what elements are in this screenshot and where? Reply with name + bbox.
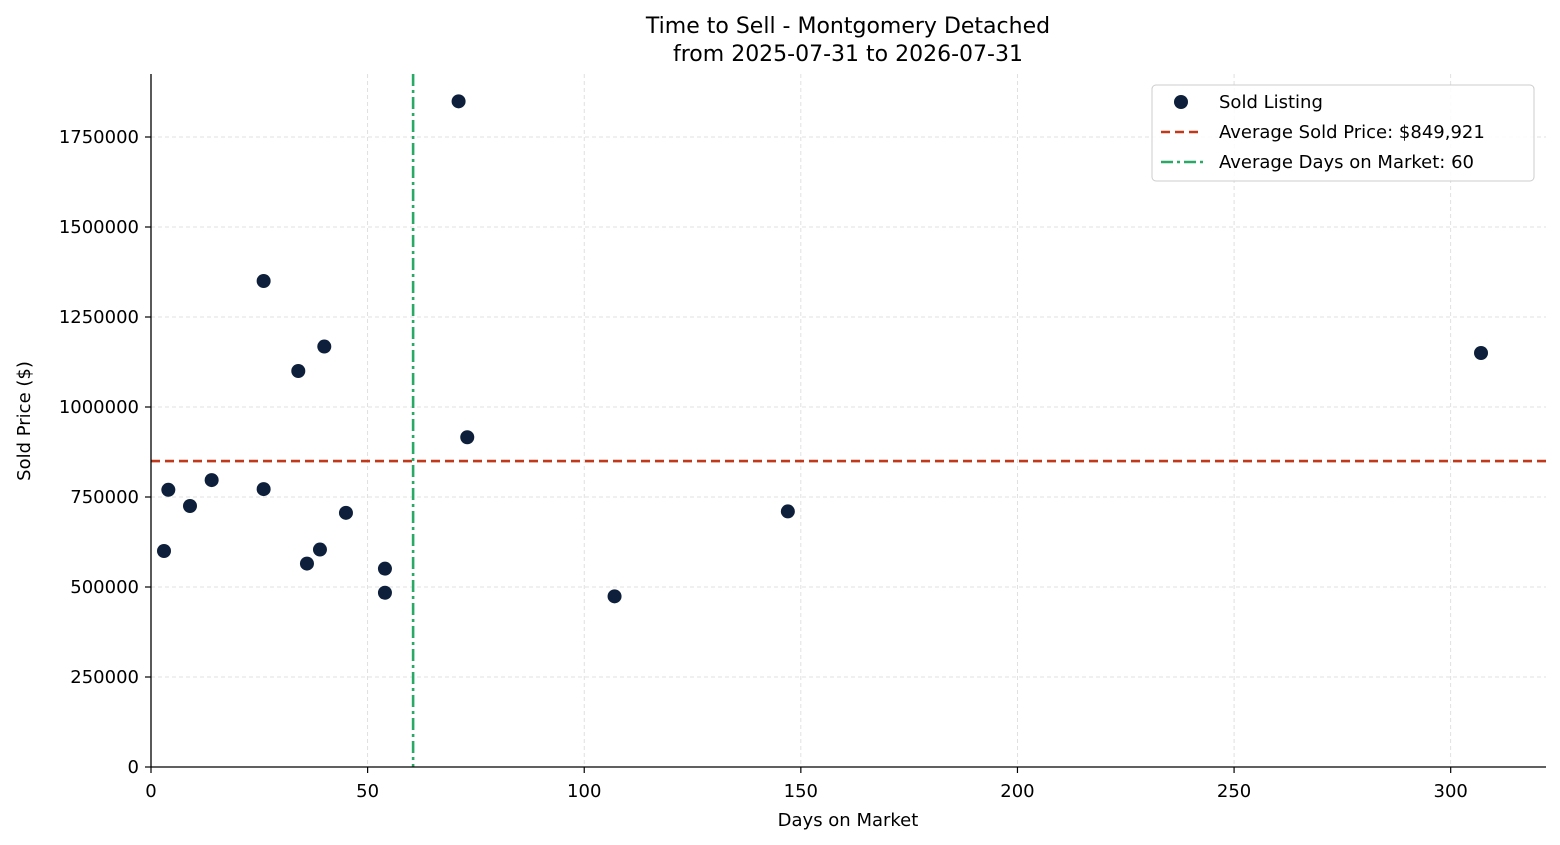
legend-box [1151,84,1535,182]
data-point [291,364,306,378]
legend: Sold Listing Average Sold Price: $849,92… [1151,84,1535,182]
x-tick-label: 250 [1217,781,1251,802]
chart-subtitle: from 2025-07-31 to 2026-07-31 [673,42,1023,67]
data-point [204,473,219,488]
x-tick-label: 150 [784,781,818,802]
legend-label-avg-days: Average Days on Market: 60 [1219,152,1474,173]
x-tick-label: 300 [1434,781,1468,802]
data-point [451,94,466,109]
legend-label-sold-listing: Sold Listing [1219,92,1323,113]
axes [150,74,1546,768]
data-point [377,585,392,600]
x-axis-label: Days on Market [778,810,919,831]
x-tick-label: 200 [1000,781,1034,802]
data-point [377,561,392,576]
y-tick-label: 1000000 [59,397,139,418]
data-point [182,499,197,513]
data-point [256,274,271,288]
y-tick-label: 750000 [70,487,139,508]
data-point [299,556,314,571]
data-point [338,505,353,520]
legend-label-avg-price: Average Sold Price: $849,921 [1219,122,1485,143]
data-point [607,589,622,604]
chart-title: Time to Sell - Montgomery Detached [645,14,1050,39]
x-tick-label: 50 [356,781,379,802]
x-tick-label: 0 [145,781,156,802]
legend-marker-sold-listing [1174,95,1188,109]
data-point [161,482,176,497]
y-tick-label: 0 [128,757,139,778]
y-tick-label: 1750000 [59,127,139,148]
y-tick-label: 1500000 [59,217,139,238]
x-tick-label: 100 [567,781,601,802]
tick-labels: 0 50 100 150 200 250 300 0 250000 500000 750000 100… [59,127,1468,802]
y-tick-label: 500000 [70,577,139,598]
y-tick-label: 1250000 [59,307,139,328]
grid-lines [151,74,1546,767]
data-points [156,94,1489,604]
data-point [256,482,271,497]
y-tick-label: 250000 [70,667,139,688]
y-axis-label: Sold Price ($) [14,361,35,481]
data-point [460,430,475,445]
data-point [312,542,327,557]
reference-lines [151,74,1546,767]
data-point [1474,346,1489,360]
data-point [156,544,171,558]
data-point [780,504,795,519]
data-point [317,339,332,354]
